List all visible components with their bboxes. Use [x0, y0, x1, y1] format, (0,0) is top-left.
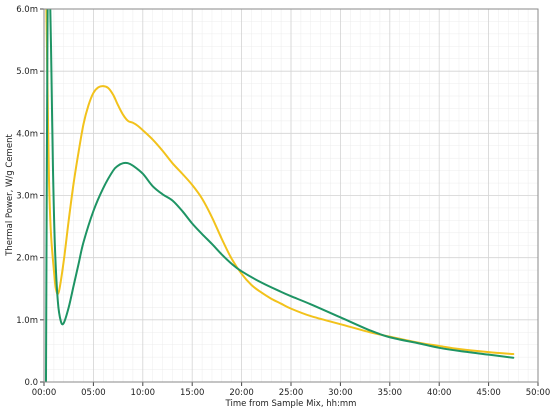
- y-tick-label: 2.0m: [16, 254, 38, 264]
- x-tick-label: 25:00: [279, 388, 304, 398]
- y-tick-label: 5.0m: [16, 67, 38, 77]
- x-tick-label: 45:00: [476, 388, 501, 398]
- x-tick-label: 30:00: [328, 388, 353, 398]
- y-tick-label: 3.0m: [16, 192, 38, 202]
- y-tick-label: 1.0m: [16, 316, 38, 326]
- y-axis-title: Thermal Power, W/g Cement: [5, 134, 15, 257]
- plot-frame: [43, 8, 539, 383]
- y-tick-label: 6.0m: [16, 5, 38, 15]
- x-tick-label: 40:00: [427, 388, 452, 398]
- y-tick-label: 4.0m: [16, 129, 38, 139]
- x-tick-label: 00:00: [32, 388, 57, 398]
- x-axis-title: Time from Sample Mix, hh:mm: [225, 399, 357, 409]
- x-tick-label: 05:00: [81, 388, 106, 398]
- x-tick-label: 15:00: [180, 388, 205, 398]
- x-tick-label: 10:00: [131, 388, 156, 398]
- axes: 00:00 05:00 10:00 15:00 20:00 25:00 30:00 35:00…: [16, 5, 550, 398]
- x-tick-label: 50:00: [526, 388, 550, 398]
- series-group: [44, 9, 515, 382]
- series-line-2: [44, 9, 515, 382]
- x-tick-label: 20:00: [229, 388, 254, 398]
- y-tick-label: 0.0: [24, 378, 38, 388]
- series-line-1: [45, 9, 515, 356]
- x-tick-label: 35:00: [378, 388, 403, 398]
- grid: [43, 8, 539, 383]
